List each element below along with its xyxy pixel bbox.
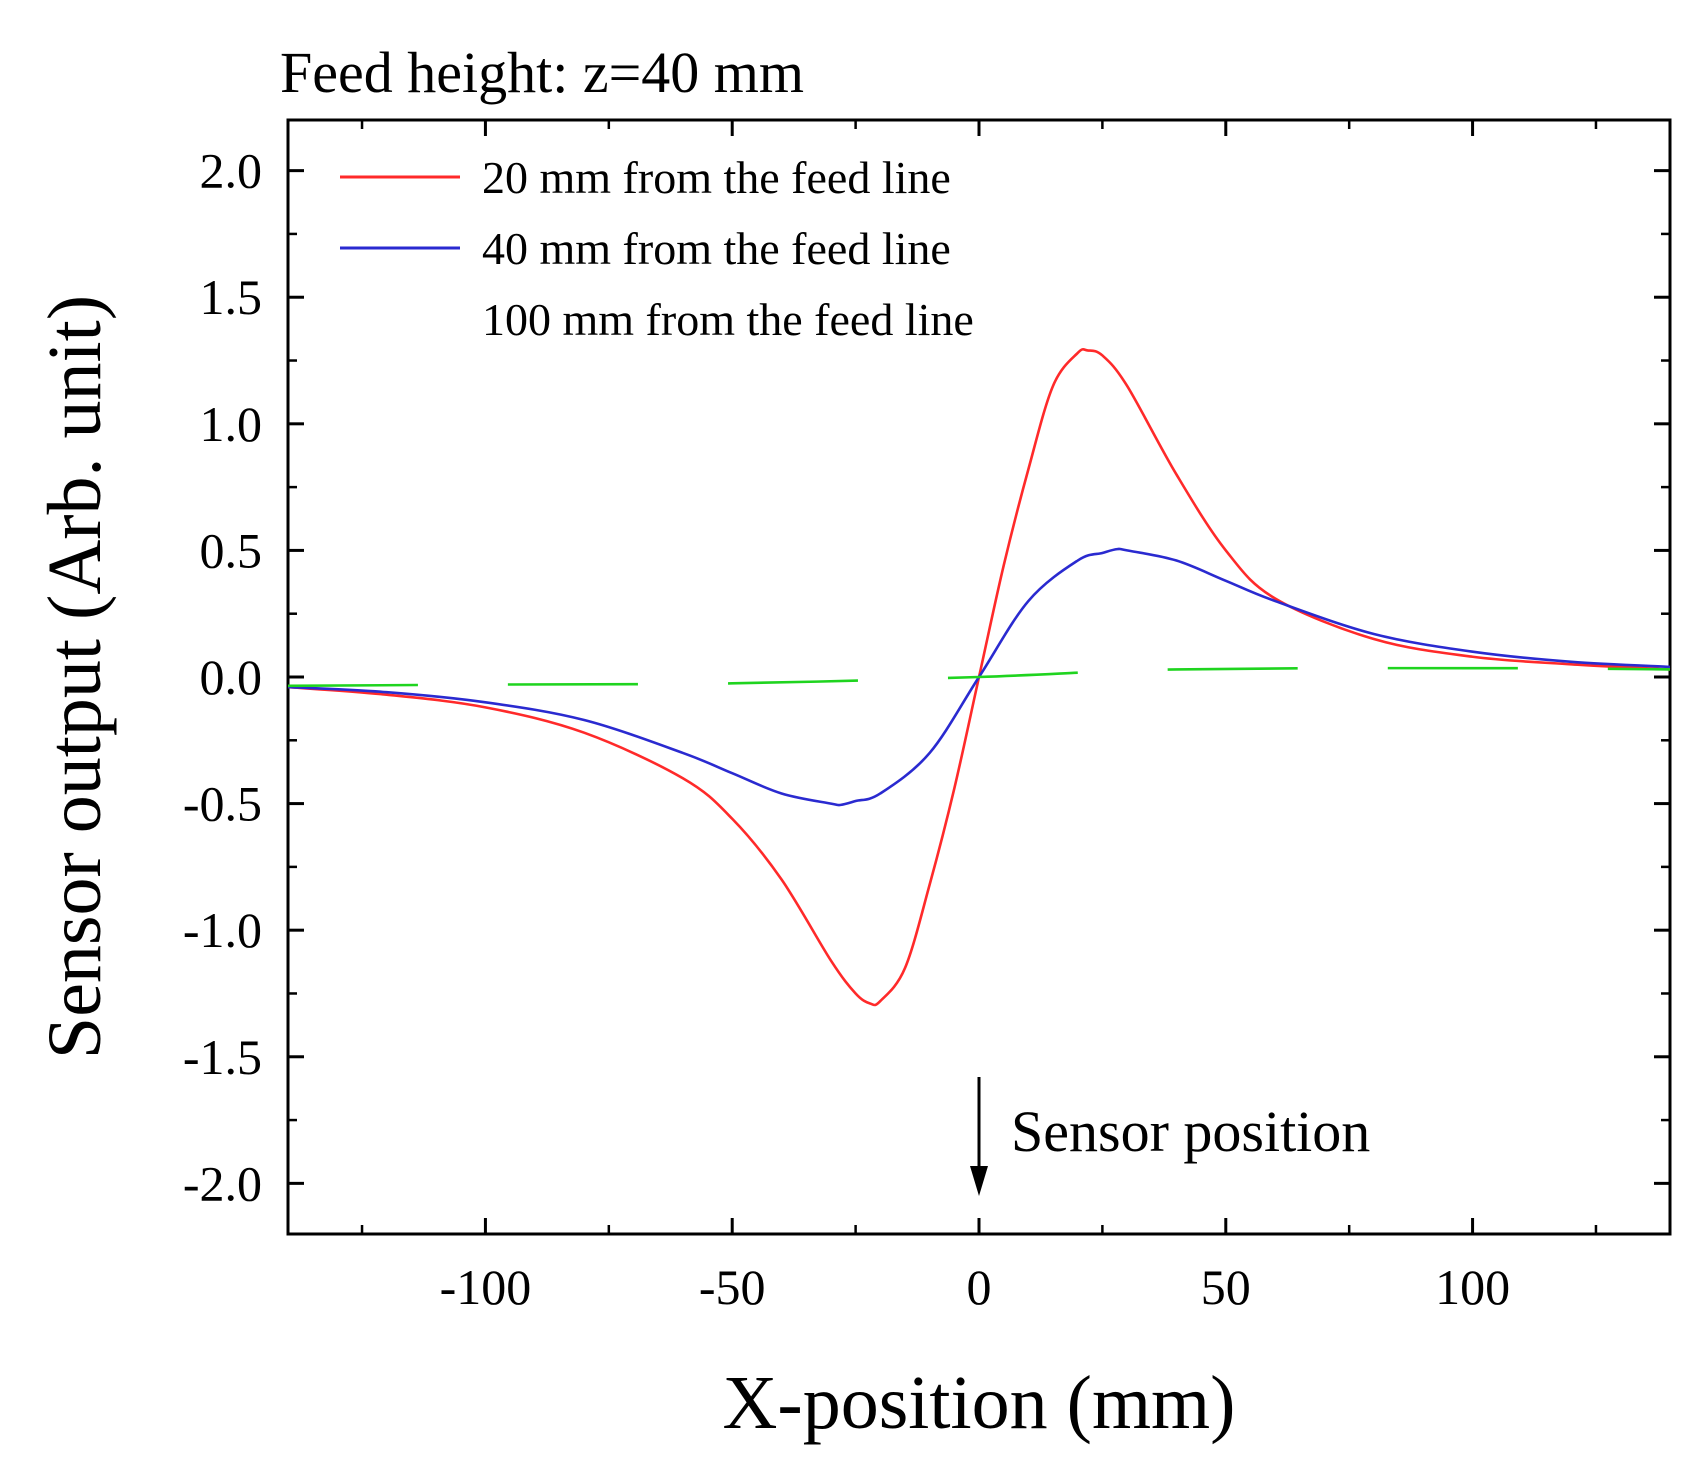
y-tick-label: -1.5 bbox=[183, 1029, 262, 1085]
y-tick-label: 1.5 bbox=[200, 269, 263, 325]
y-axis-label: Sensor output (Arb. unit) bbox=[33, 295, 117, 1059]
y-tick-label: 2.0 bbox=[200, 143, 263, 199]
x-tick-label: 0 bbox=[967, 1259, 992, 1315]
legend-label-3: 100 mm from the feed line bbox=[482, 294, 974, 345]
x-axis-label: X-position (mm) bbox=[723, 1361, 1236, 1445]
series-line-3 bbox=[287, 666, 1671, 688]
y-tick-label: -2.0 bbox=[183, 1155, 262, 1211]
sensor-position-arrow-head bbox=[970, 1166, 988, 1197]
y-tick-label: 0.0 bbox=[200, 649, 263, 705]
sensor-position-label: Sensor position bbox=[1011, 1099, 1370, 1164]
y-tick-label: -1.0 bbox=[183, 902, 262, 958]
chart-title: Feed height: z=40 mm bbox=[280, 40, 804, 105]
annotation-layer: Sensor position bbox=[970, 1077, 1370, 1197]
y-tick-label: -0.5 bbox=[183, 776, 262, 832]
x-tick-label: 50 bbox=[1201, 1259, 1251, 1315]
legend-label-1: 20 mm from the feed line bbox=[482, 152, 951, 203]
legend: 20 mm from the feed line 40 mm from the f… bbox=[340, 152, 974, 345]
x-tick-label: -50 bbox=[699, 1259, 766, 1315]
y-tick-label: 0.5 bbox=[200, 522, 263, 578]
legend-label-2: 40 mm from the feed line bbox=[482, 223, 951, 274]
y-tick-label: 1.0 bbox=[200, 396, 263, 452]
ticks-layer: -100 -50 0 50 100 2.0 1.5 1.0 0.5 0.0 -0.5 -1.0 -1.5… bbox=[183, 120, 1670, 1315]
x-tick-label: -100 bbox=[440, 1259, 532, 1315]
series-layer bbox=[287, 347, 1671, 1007]
x-tick-label: 100 bbox=[1435, 1259, 1510, 1315]
